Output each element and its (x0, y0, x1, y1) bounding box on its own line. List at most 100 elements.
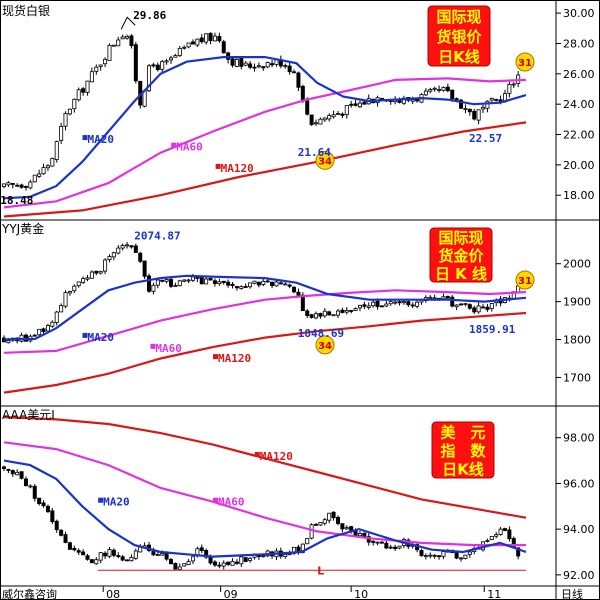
candle-body (270, 63, 275, 66)
candle-body (50, 510, 55, 523)
price-annotation: 22.57 (469, 132, 502, 145)
candle-body (397, 301, 402, 304)
candle-body (129, 245, 134, 248)
candle-body (318, 522, 323, 526)
candle-body (221, 280, 226, 283)
candle-body (463, 554, 468, 559)
candle-body (217, 564, 222, 567)
candle-body (41, 502, 46, 507)
candle-body (41, 167, 46, 175)
candle-body (472, 307, 477, 313)
candle-body (344, 104, 349, 115)
candle-body (59, 305, 64, 313)
candle-body (23, 478, 28, 487)
candle-body (265, 280, 270, 283)
candle-body (248, 557, 253, 561)
y-tick-label: 2000 (563, 258, 591, 271)
candle-body (89, 71, 94, 83)
candle-body (94, 66, 99, 72)
y-tick-label: 94.00 (563, 523, 595, 536)
ma20-line (3, 459, 527, 558)
candle-body (151, 64, 156, 67)
candle-body (428, 554, 433, 557)
count-circle-label: 34 (318, 156, 332, 167)
y-tick-label: 92.00 (563, 569, 595, 582)
badge-label: 31 (518, 276, 532, 287)
candle-body (155, 554, 160, 556)
candle-body (98, 270, 103, 274)
candle-body (494, 534, 499, 537)
candle-body (406, 301, 411, 306)
panel-title: YYJ黄金 (1, 221, 44, 236)
price-annotation: 18.48 (0, 194, 33, 207)
candle-body (190, 556, 195, 562)
candle-body (107, 44, 112, 61)
candle-body (230, 283, 235, 287)
candle-body (335, 516, 340, 524)
candle-body (322, 310, 327, 317)
count-circle (315, 150, 335, 170)
candle-body (362, 101, 367, 105)
candle-body (168, 57, 173, 61)
candle-body (67, 108, 72, 115)
ma120-label: MA120 (260, 450, 293, 463)
candle-body (125, 36, 130, 39)
candle-body (204, 33, 209, 43)
candle-body (155, 64, 160, 71)
candle-body (261, 66, 266, 69)
candle-body (10, 470, 15, 475)
candle-body (476, 305, 481, 313)
ma20-label-marker (98, 497, 104, 503)
x-tick-label: 09 (224, 588, 238, 600)
candle-body (243, 286, 248, 288)
candle-body (292, 286, 297, 293)
candle-body (459, 303, 464, 306)
title-box-line: 国际现 (438, 229, 483, 247)
candle-body (85, 555, 90, 560)
candle-body (234, 286, 239, 289)
candle-body (309, 524, 314, 539)
ma120-label-marker (213, 354, 219, 360)
candle-body (243, 62, 248, 66)
candle-body (353, 103, 358, 106)
candle-body (485, 100, 490, 109)
ma60-label: MA60 (155, 342, 182, 355)
candle-body (72, 547, 77, 551)
candle-body (393, 301, 398, 304)
candle-body (142, 260, 147, 277)
candle-body (186, 561, 191, 566)
candle-body (116, 555, 121, 557)
annotation-pointer (120, 16, 136, 30)
candle-body (204, 550, 209, 558)
candle-body (252, 280, 257, 284)
candle-body (287, 65, 292, 73)
candle-body (454, 98, 459, 101)
candle-body (274, 281, 279, 287)
ma20-label: MA20 (103, 496, 129, 509)
candle-body (177, 48, 182, 56)
candle-body (173, 563, 178, 570)
candle-body (300, 294, 305, 312)
candle-body (371, 301, 376, 307)
ma20-line (3, 274, 527, 341)
candle-body (309, 114, 314, 126)
candle-body (256, 65, 261, 68)
candle-body (388, 546, 393, 549)
candle-body (415, 98, 420, 102)
candle-body (331, 314, 336, 317)
x-tick-label: 08 (106, 588, 120, 600)
candle-body (199, 37, 204, 43)
candle-body (296, 546, 301, 552)
candle-body (50, 321, 55, 327)
candle-body (37, 497, 42, 505)
candle-body (195, 38, 200, 46)
candle-body (384, 542, 389, 549)
panel-title: 现货白银 (2, 3, 50, 18)
candle-body (94, 270, 99, 274)
timeframe-label: 日线 (561, 587, 583, 600)
title-box-line: 指 数 (440, 442, 486, 460)
candle-body (37, 173, 42, 177)
candle-body (177, 566, 182, 570)
candle-body (327, 115, 332, 120)
candle-body (103, 552, 108, 557)
